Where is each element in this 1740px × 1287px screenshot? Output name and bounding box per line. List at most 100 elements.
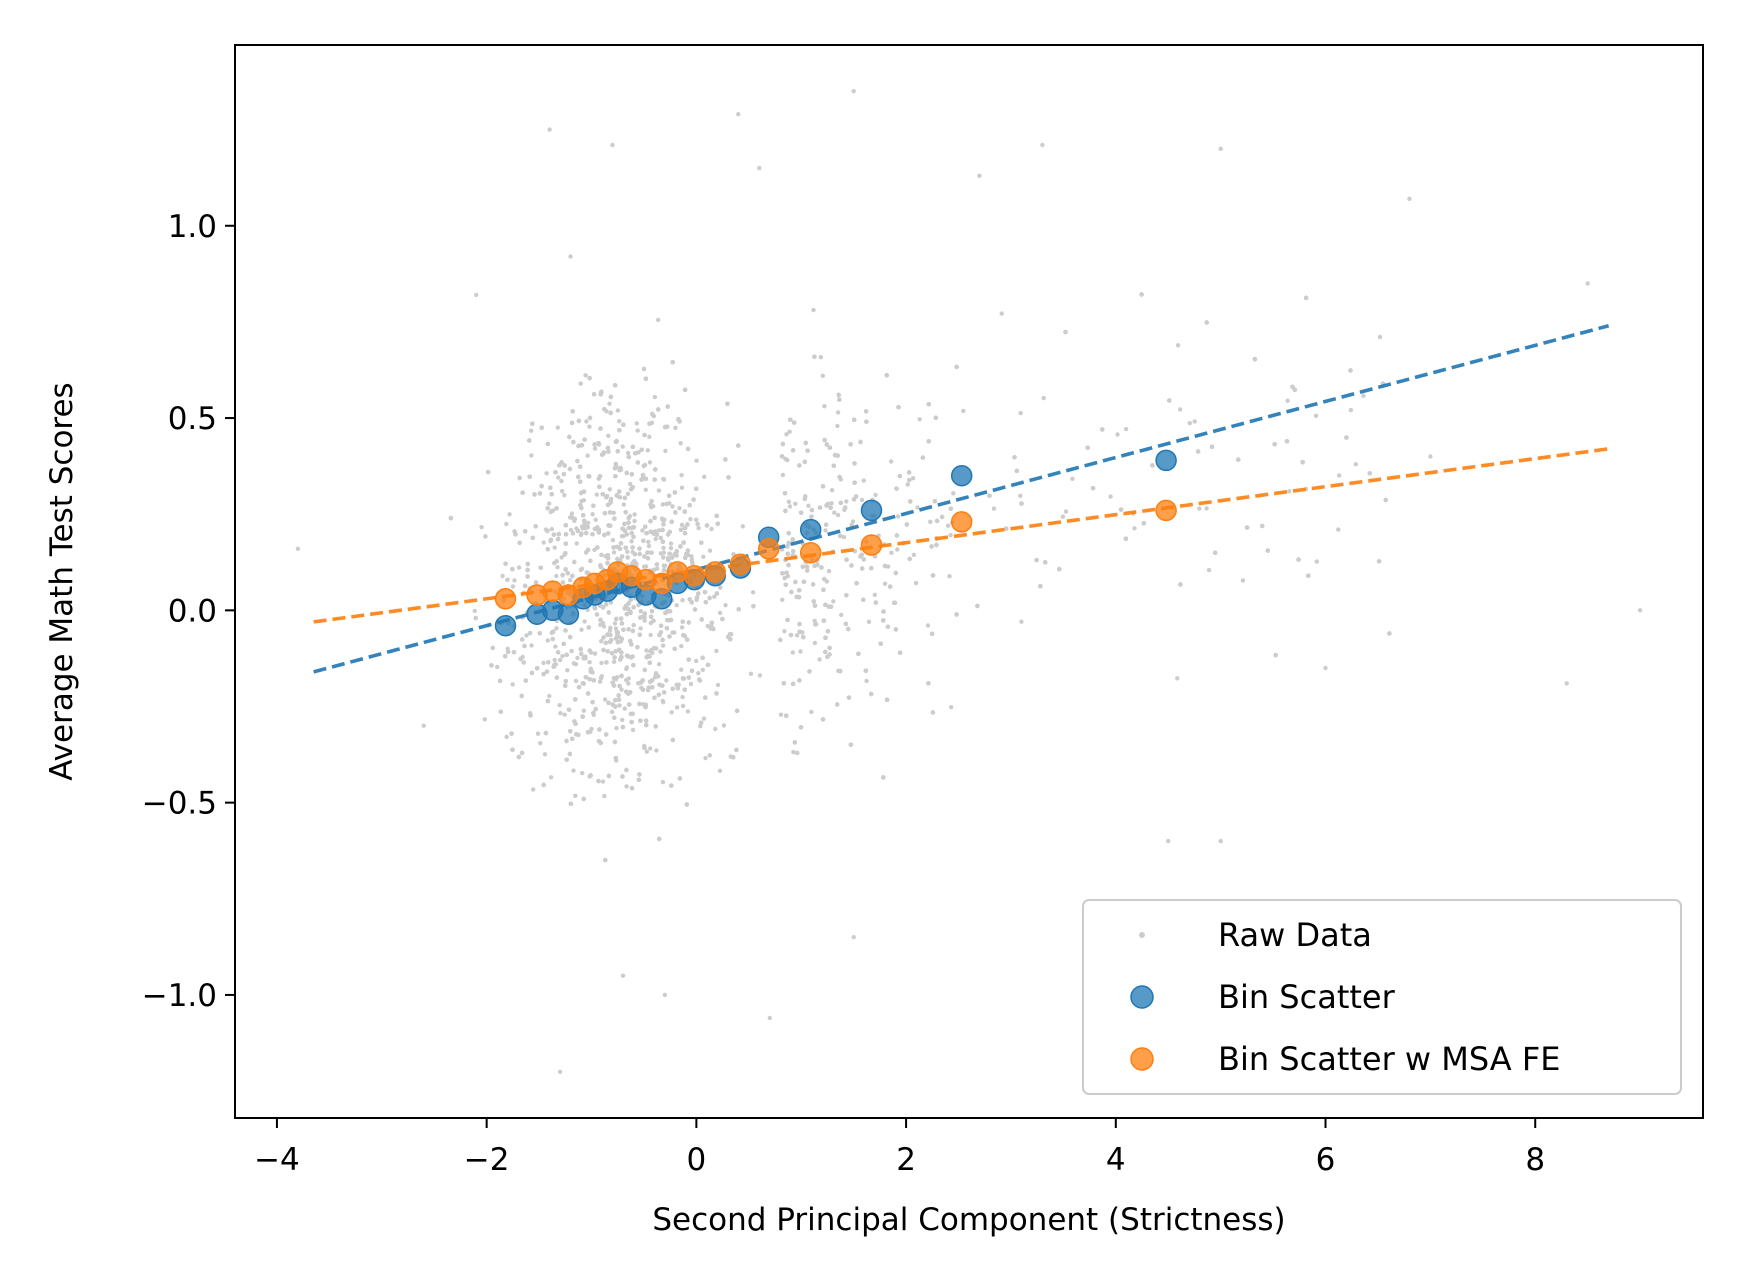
raw-data-point xyxy=(789,589,794,595)
raw-data-point xyxy=(708,626,714,631)
raw-data-point xyxy=(1287,489,1292,494)
raw-data-point xyxy=(629,539,634,544)
raw-data-point xyxy=(421,723,426,728)
raw-data-point xyxy=(639,447,644,452)
raw-data-point xyxy=(554,559,559,564)
raw-data-point xyxy=(585,525,590,530)
raw-data-point xyxy=(538,565,543,570)
raw-data-point xyxy=(648,632,653,638)
bin-points xyxy=(494,449,1177,637)
raw-data-point xyxy=(661,522,666,527)
raw-data-point xyxy=(585,691,591,696)
raw-data-point xyxy=(835,410,841,415)
raw-data-point xyxy=(703,695,708,700)
raw-data-point xyxy=(701,716,707,721)
raw-data-point xyxy=(598,675,604,681)
raw-data-point xyxy=(604,660,609,665)
raw-data-point xyxy=(887,584,893,589)
raw-data-point xyxy=(1178,407,1183,412)
raw-data-point xyxy=(897,650,903,655)
raw-data-point xyxy=(700,667,705,673)
raw-data-point xyxy=(826,568,832,574)
raw-data-point xyxy=(679,667,684,672)
raw-data-point xyxy=(601,647,606,653)
raw-data-point xyxy=(838,533,843,539)
raw-data-point xyxy=(680,676,686,681)
raw-data-point xyxy=(543,730,549,736)
raw-data-point xyxy=(576,474,581,480)
raw-data-point xyxy=(598,563,603,568)
raw-data-point xyxy=(571,661,577,666)
raw-data-point xyxy=(1115,432,1120,437)
raw-data-point xyxy=(593,706,598,712)
raw-data-point xyxy=(679,522,685,528)
raw-data-point xyxy=(878,641,883,646)
raw-data-point xyxy=(582,518,587,523)
raw-data-point xyxy=(624,611,629,617)
raw-data-point xyxy=(631,605,636,610)
raw-data-point xyxy=(592,606,598,611)
raw-data-point xyxy=(812,640,818,646)
raw-data-point xyxy=(726,634,731,640)
raw-data-point xyxy=(554,506,559,511)
raw-data-point xyxy=(500,573,505,579)
raw-data-point xyxy=(593,517,598,522)
raw-data-point xyxy=(721,723,727,728)
raw-data-point xyxy=(513,532,518,537)
raw-data-point xyxy=(569,511,575,516)
raw-data-point xyxy=(824,442,829,447)
raw-data-point xyxy=(564,757,569,762)
raw-data-point xyxy=(616,545,621,550)
raw-data-point xyxy=(586,520,591,526)
raw-data-point xyxy=(717,768,723,773)
raw-data-point xyxy=(1407,196,1412,201)
bin-point xyxy=(494,588,517,610)
raw-data-point xyxy=(590,512,595,517)
raw-data-point xyxy=(664,501,669,507)
raw-data-point xyxy=(674,682,679,688)
raw-data-point xyxy=(485,469,491,475)
raw-data-point xyxy=(567,434,572,440)
raw-data-point xyxy=(1353,462,1359,467)
raw-data-point xyxy=(670,504,675,509)
x-ticks: −4 −2 0 2 4 6 8 xyxy=(254,1118,1545,1178)
raw-data-point xyxy=(619,673,624,679)
raw-data-point xyxy=(1244,525,1250,530)
raw-data-point xyxy=(550,636,555,642)
raw-data-point xyxy=(624,767,629,773)
raw-data-point xyxy=(605,445,611,451)
raw-data-point xyxy=(530,421,535,426)
raw-data-point xyxy=(802,459,807,465)
raw-data-point xyxy=(533,524,538,529)
raw-data-point xyxy=(812,603,818,608)
raw-data-point xyxy=(619,655,624,660)
raw-data-point xyxy=(843,505,848,510)
raw-data-point xyxy=(895,547,900,552)
raw-data-point xyxy=(581,513,586,518)
raw-data-point xyxy=(654,562,660,567)
raw-data-point xyxy=(682,633,687,639)
raw-data-point xyxy=(823,635,828,640)
raw-data-point xyxy=(714,591,720,596)
raw-data-point xyxy=(653,646,659,651)
raw-data-point xyxy=(720,616,725,622)
raw-data-point xyxy=(1178,582,1183,587)
raw-data-point xyxy=(643,487,648,492)
raw-data-point xyxy=(786,499,792,504)
raw-data-point xyxy=(599,552,604,558)
raw-data-point xyxy=(736,112,741,117)
raw-data-point xyxy=(664,610,669,615)
raw-data-point xyxy=(565,571,570,576)
raw-data-point xyxy=(811,599,816,604)
raw-data-point xyxy=(881,618,886,623)
raw-data-point xyxy=(527,438,532,443)
raw-data-point xyxy=(661,477,667,482)
raw-data-point xyxy=(643,476,648,481)
raw-data-point xyxy=(631,622,636,628)
raw-data-point xyxy=(551,629,556,634)
raw-data-point xyxy=(661,555,666,560)
raw-data-point xyxy=(545,638,550,643)
raw-data-point xyxy=(644,749,649,754)
raw-data-point xyxy=(783,508,788,514)
raw-data-point xyxy=(592,442,597,447)
